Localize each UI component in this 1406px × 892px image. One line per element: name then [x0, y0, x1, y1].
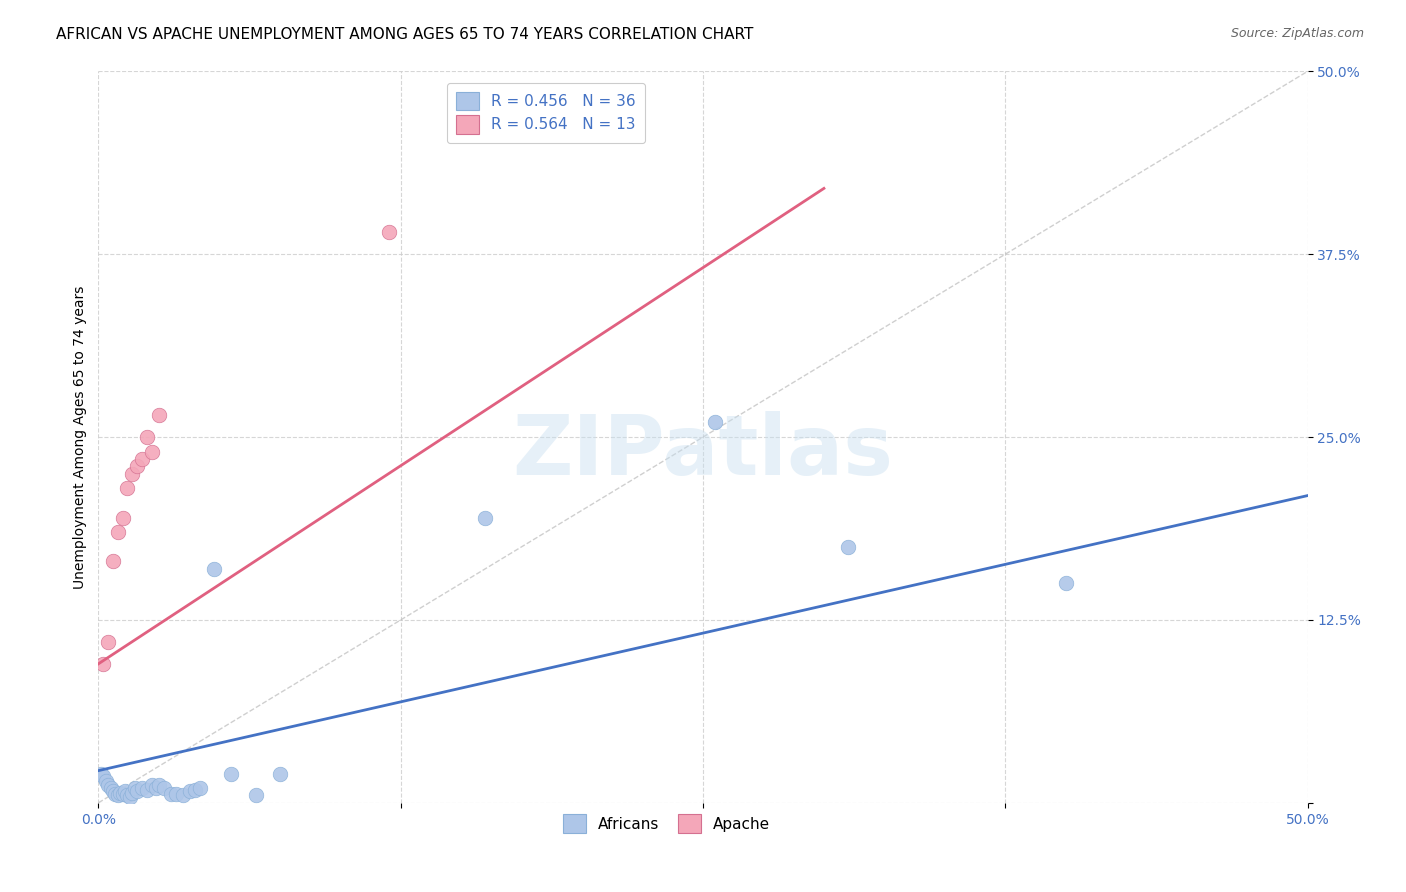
Point [124, 781, 146, 796]
Point [160, 787, 183, 801]
Text: ZIPatlas: ZIPatlas [513, 411, 893, 492]
Point [165, 787, 187, 801]
Point [101, 554, 124, 568]
Point [1054, 576, 1077, 591]
Point [127, 784, 149, 798]
Point [145, 781, 167, 796]
Point [148, 778, 170, 792]
Legend: Africans, Apache: Africans, Apache [557, 808, 776, 839]
Point [90, 766, 112, 780]
Point [91, 769, 114, 783]
Point [131, 452, 153, 467]
Point [100, 781, 122, 796]
Point [107, 525, 129, 540]
Point [91, 657, 114, 671]
Point [148, 408, 170, 422]
Point [121, 786, 143, 800]
Point [179, 784, 201, 798]
Text: Source: ZipAtlas.com: Source: ZipAtlas.com [1230, 27, 1364, 40]
Point [172, 789, 194, 803]
Point [141, 778, 163, 792]
Point [117, 789, 139, 803]
Point [152, 781, 174, 796]
Point [111, 787, 134, 801]
Text: AFRICAN VS APACHE UNEMPLOYMENT AMONG AGES 65 TO 74 YEARS CORRELATION CHART: AFRICAN VS APACHE UNEMPLOYMENT AMONG AGE… [56, 27, 754, 42]
Point [107, 789, 129, 803]
Point [114, 784, 136, 798]
Point [837, 540, 859, 554]
Point [204, 562, 226, 576]
Point [131, 781, 153, 796]
Point [127, 459, 149, 474]
Point [108, 786, 131, 800]
Point [97, 635, 120, 649]
Point [135, 430, 157, 444]
Y-axis label: Unemployment Among Ages 65 to 74 years: Unemployment Among Ages 65 to 74 years [73, 285, 87, 589]
Point [184, 782, 207, 797]
Point [269, 766, 291, 780]
Point [118, 789, 141, 804]
Point [104, 787, 127, 801]
Point [188, 781, 211, 796]
Point [117, 481, 139, 495]
Point [101, 784, 124, 798]
Point [245, 789, 267, 803]
Point [221, 766, 243, 780]
Point [121, 467, 143, 481]
Point [111, 510, 134, 524]
Point [135, 782, 157, 797]
Point [704, 416, 727, 430]
Point [141, 444, 163, 458]
Point [97, 778, 120, 792]
Point [94, 773, 117, 788]
Point [377, 225, 399, 239]
Point [474, 510, 496, 524]
